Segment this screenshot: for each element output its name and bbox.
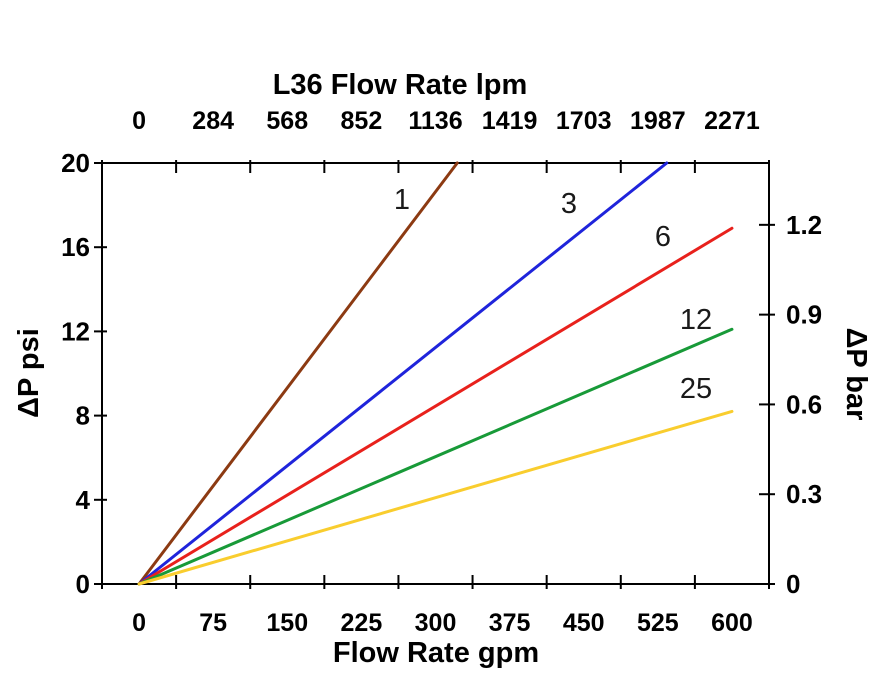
bottom-axis-tick-label: 300 bbox=[415, 609, 457, 637]
top-axis-tick-label: 852 bbox=[341, 107, 383, 135]
top-axis-tick-label: 0 bbox=[132, 107, 146, 135]
bottom-axis-tick-label: 0 bbox=[132, 609, 146, 637]
top-axis-tick-label: 284 bbox=[192, 107, 234, 135]
left-axis-tick-label: 4 bbox=[76, 485, 91, 515]
left-axis-tick-label: 0 bbox=[76, 569, 90, 599]
bottom-axis-tick-label: 375 bbox=[489, 609, 531, 637]
left-axis-title: ΔP psi bbox=[13, 328, 45, 418]
series-line-12 bbox=[137, 327, 734, 586]
chart-title: L36 Flow Rate lpm bbox=[273, 69, 528, 101]
top-axis-tick-label: 568 bbox=[266, 107, 308, 135]
bottom-axis-tick-label: 450 bbox=[563, 609, 605, 637]
top-axis-tick-label: 1703 bbox=[556, 107, 612, 135]
bottom-axis-tick-label: 150 bbox=[266, 609, 308, 637]
series-line-25 bbox=[137, 409, 734, 586]
right-axis-tick-label: 0.3 bbox=[786, 479, 822, 509]
series-label-1: 1 bbox=[394, 184, 410, 216]
series-line-6 bbox=[137, 226, 734, 586]
bottom-axis-tick-label: 75 bbox=[199, 609, 227, 637]
left-axis-tick-label: 20 bbox=[61, 148, 90, 178]
series-line-3 bbox=[137, 161, 669, 586]
series-label-6: 6 bbox=[655, 221, 671, 253]
top-axis-tick-label: 1136 bbox=[408, 107, 462, 135]
left-axis-tick-label: 8 bbox=[76, 401, 90, 431]
bottom-axis-tick-label: 525 bbox=[637, 609, 679, 637]
right-axis-tick-label: 0 bbox=[786, 569, 800, 599]
left-axis-tick-label: 16 bbox=[61, 232, 90, 262]
bottom-axis-title: Flow Rate gpm bbox=[333, 637, 539, 669]
series-label-25: 25 bbox=[680, 373, 712, 405]
plot-border bbox=[101, 162, 770, 585]
top-axis-tick-label: 1419 bbox=[482, 107, 538, 135]
right-axis-tick-label: 0.6 bbox=[786, 389, 822, 419]
right-axis-tick-label: 0.9 bbox=[786, 300, 822, 330]
series-label-3: 3 bbox=[561, 188, 577, 220]
top-axis-tick-label: 1987 bbox=[630, 107, 686, 135]
top-axis-tick-label: 2271 bbox=[704, 107, 760, 135]
bottom-axis-tick-label: 225 bbox=[341, 609, 383, 637]
bottom-axis-tick-label: 600 bbox=[711, 609, 753, 637]
right-axis-title: ΔP bar bbox=[840, 328, 872, 421]
left-axis-tick-label: 12 bbox=[61, 316, 90, 346]
series-label-12: 12 bbox=[680, 304, 712, 336]
right-axis-tick-label: 1.2 bbox=[786, 210, 822, 240]
series-line-1 bbox=[137, 161, 459, 586]
